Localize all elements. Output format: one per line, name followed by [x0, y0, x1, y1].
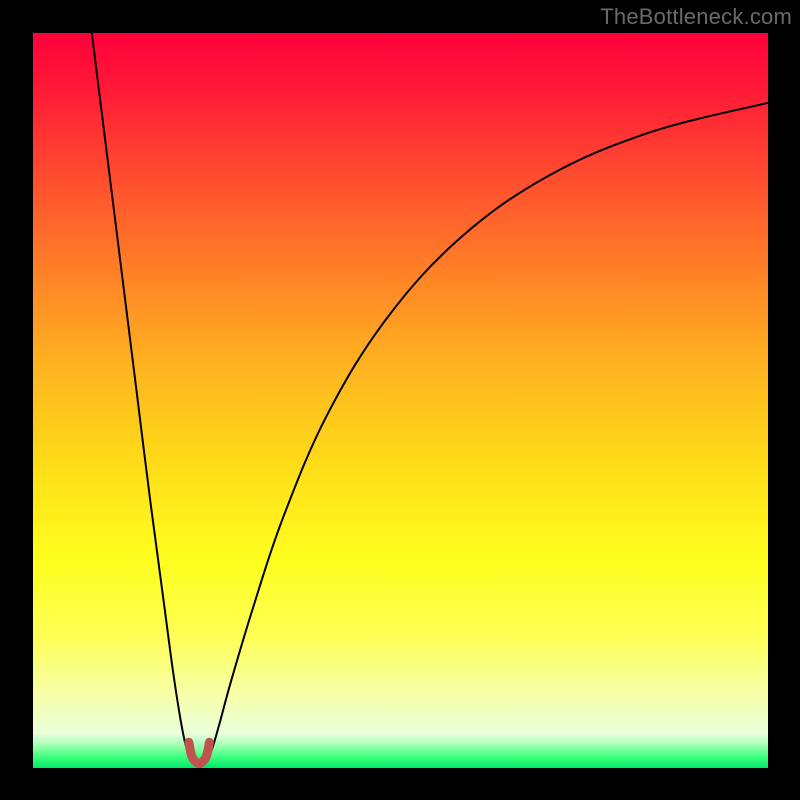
curve-layer	[0, 0, 800, 800]
valley-marker	[189, 742, 210, 763]
chart-stage: TheBottleneck.com	[0, 0, 800, 800]
watermark-label: TheBottleneck.com	[600, 4, 792, 30]
curve-right	[208, 103, 768, 759]
curve-left	[92, 33, 191, 759]
